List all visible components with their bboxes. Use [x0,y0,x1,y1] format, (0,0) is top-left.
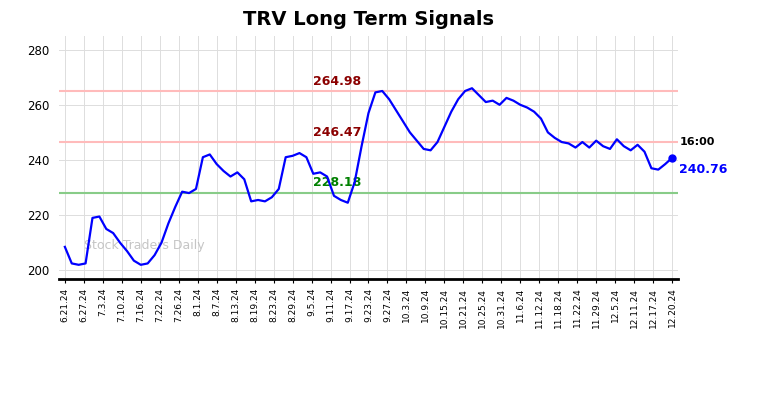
Title: TRV Long Term Signals: TRV Long Term Signals [243,10,494,29]
Text: 246.47: 246.47 [313,126,361,139]
Text: 264.98: 264.98 [313,75,361,88]
Text: 228.18: 228.18 [313,176,361,189]
Text: Stock Traders Daily: Stock Traders Daily [84,239,204,252]
Text: 240.76: 240.76 [680,164,728,176]
Text: 16:00: 16:00 [680,137,715,147]
